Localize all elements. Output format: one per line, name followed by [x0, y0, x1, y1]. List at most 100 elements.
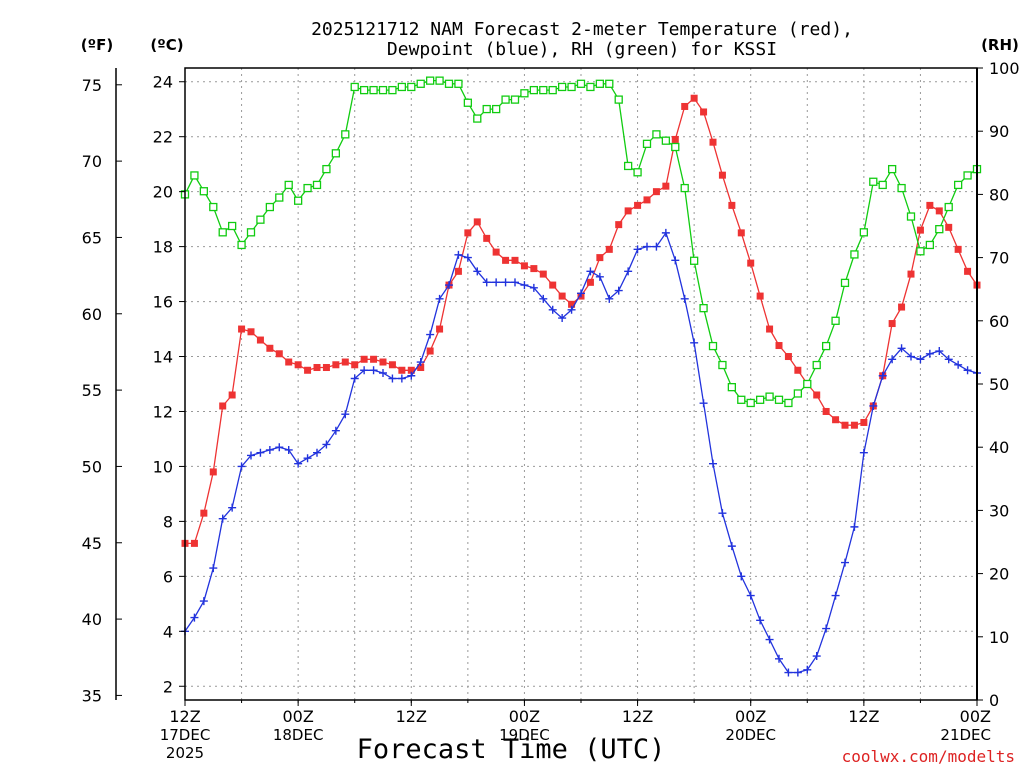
dewpoint-point [595, 272, 604, 281]
temperature-point [247, 328, 255, 336]
dewpoint-point [709, 459, 717, 468]
dewpoint-point [746, 591, 755, 600]
rh-point [331, 149, 341, 158]
rh-point [878, 180, 887, 190]
celsius-tick-label: 2 [163, 677, 173, 696]
rh-point [765, 392, 774, 401]
rh-point [218, 228, 227, 237]
dewpoint-point [690, 338, 699, 347]
temperature-point [200, 509, 208, 517]
dewpoint-point [303, 454, 312, 463]
dewpoint-point [888, 355, 897, 364]
temperature-point [426, 347, 434, 355]
temperature-point [285, 358, 293, 366]
dewpoint-point [822, 624, 831, 633]
temperature-point [351, 361, 359, 369]
temperature-point [190, 539, 198, 547]
rh-point [275, 193, 284, 202]
temperature-point [398, 366, 406, 374]
rh-point [491, 104, 501, 114]
temperature-point [898, 303, 906, 311]
dewpoint-point [492, 278, 501, 287]
temperature-point [596, 254, 604, 262]
rh-point [623, 161, 633, 171]
rh-point [322, 164, 331, 174]
rh-point [642, 139, 652, 148]
dewpoint-point [501, 278, 510, 287]
temperature-point [322, 364, 330, 372]
rh-point [859, 228, 869, 237]
dewpoint-point [869, 401, 878, 410]
dewpoint-point [209, 564, 218, 573]
temperature-point [238, 325, 246, 333]
rh-point [548, 85, 557, 95]
dewpoint-point [935, 347, 944, 356]
rh-point [605, 79, 614, 88]
dewpoint-point [605, 294, 614, 303]
dewpoint-point [963, 366, 972, 375]
temperature-point [709, 138, 717, 146]
dewpoint-point [925, 349, 934, 358]
rh-point [831, 316, 840, 325]
dewpoint-point [482, 278, 491, 287]
x-tick-label: 12Z [169, 707, 200, 726]
dewpoint-point [445, 281, 453, 290]
dewpoint-point [718, 509, 727, 518]
rh-point [256, 215, 265, 224]
temperature-point [747, 259, 755, 267]
rh-point [812, 360, 821, 370]
rh-point [463, 98, 473, 107]
rh-tick-label: 10 [989, 628, 1009, 647]
rh-point [718, 360, 727, 370]
dewpoint-point [727, 542, 736, 551]
temperature-point [671, 135, 679, 143]
rh-point [246, 228, 256, 237]
dewpoint-point [539, 294, 548, 303]
celsius-tick-label: 12 [153, 402, 173, 421]
rh-point [520, 89, 529, 98]
temperature-point [558, 292, 566, 300]
dewpoint-point [831, 591, 840, 600]
dewpoint-point [548, 305, 557, 314]
rh-point [444, 79, 454, 88]
dewpoint-point [313, 448, 321, 457]
temperature-point [464, 229, 472, 237]
temperature-point [294, 361, 302, 369]
temperature-point [643, 196, 651, 204]
rh-point [614, 95, 623, 104]
dewpoint-point [577, 289, 585, 298]
temperature-point [860, 418, 868, 426]
dewpoint-point [793, 668, 802, 677]
rh-point [341, 130, 350, 139]
dewpoint-point [473, 267, 482, 276]
x-tick-label: 19DEC [499, 726, 550, 744]
temperature-point [209, 468, 217, 476]
x-tick-label: 00Z [735, 707, 766, 726]
temperature-point [313, 364, 321, 372]
rh-point [850, 250, 859, 259]
rh-point [935, 225, 944, 234]
temperature-point [219, 402, 227, 410]
dewpoint-point [614, 286, 623, 295]
dewpoint-point [652, 242, 661, 251]
temperature-point [624, 207, 632, 215]
temperature-point [256, 336, 264, 344]
dewpoint-point [350, 374, 359, 383]
rh-point [378, 85, 388, 95]
dewpoint-point [699, 399, 708, 408]
dewpoint-point [435, 294, 444, 303]
celsius-tick-label: 24 [153, 73, 173, 92]
rh-point [303, 183, 312, 193]
rh-point [699, 304, 708, 313]
rh-point [482, 104, 491, 114]
dewpoint-point [256, 448, 265, 457]
dewpoint-point [643, 242, 651, 251]
dewpoint-point [341, 410, 350, 419]
dewpoint-point [859, 448, 868, 457]
dewpoint-point [388, 374, 397, 383]
dewpoint-point [284, 445, 293, 454]
rh-point [576, 79, 586, 88]
x-axis-label: Forecast Time (UTC) [357, 734, 666, 765]
rh-point [887, 164, 897, 174]
dewpoint-point [218, 514, 227, 523]
